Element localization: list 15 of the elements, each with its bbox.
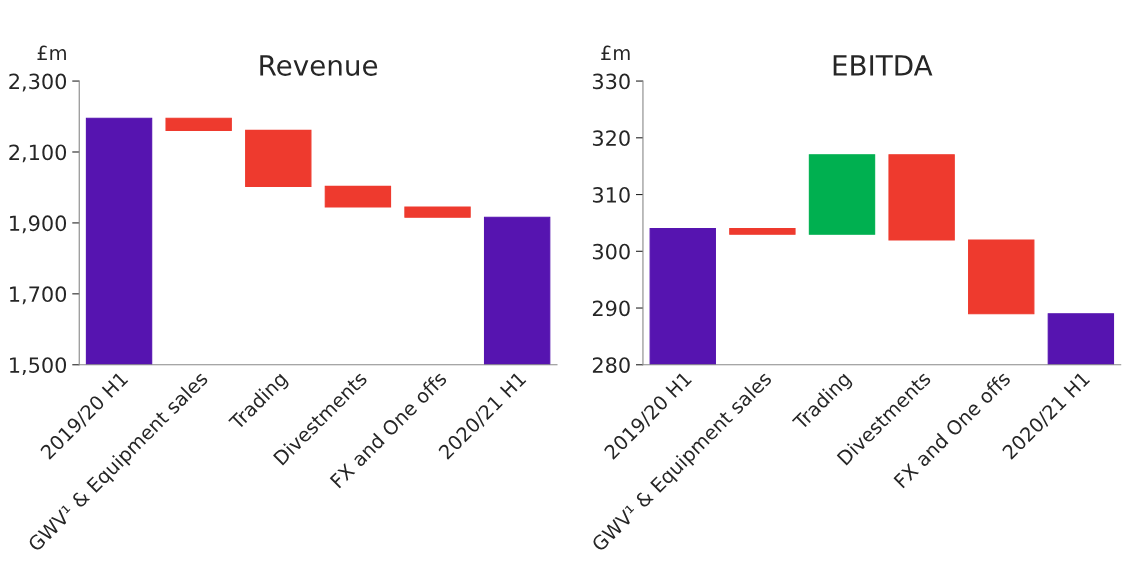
y-tick-label: 1,500 [10,357,67,376]
y-tick-label: 300 [592,243,630,260]
y-tick-label: 2,300 [9,73,67,92]
y-tick-label: 330 [592,73,630,90]
y-axis-title: £m [601,45,630,60]
y-tick-label: 280 [592,357,630,373]
y-tick-label: 2,100 [9,144,67,163]
y-axis-title: £m [37,45,66,60]
chart-title: Revenue [260,55,378,76]
chart-title: EBITDA [833,55,933,76]
y-tick-label: 1,900 [10,215,67,234]
y-tick-label: 290 [592,300,630,317]
y-tick-label: 320 [592,130,630,147]
y-tick-label: 1,700 [10,286,67,305]
y-tick-label: 310 [592,187,630,203]
